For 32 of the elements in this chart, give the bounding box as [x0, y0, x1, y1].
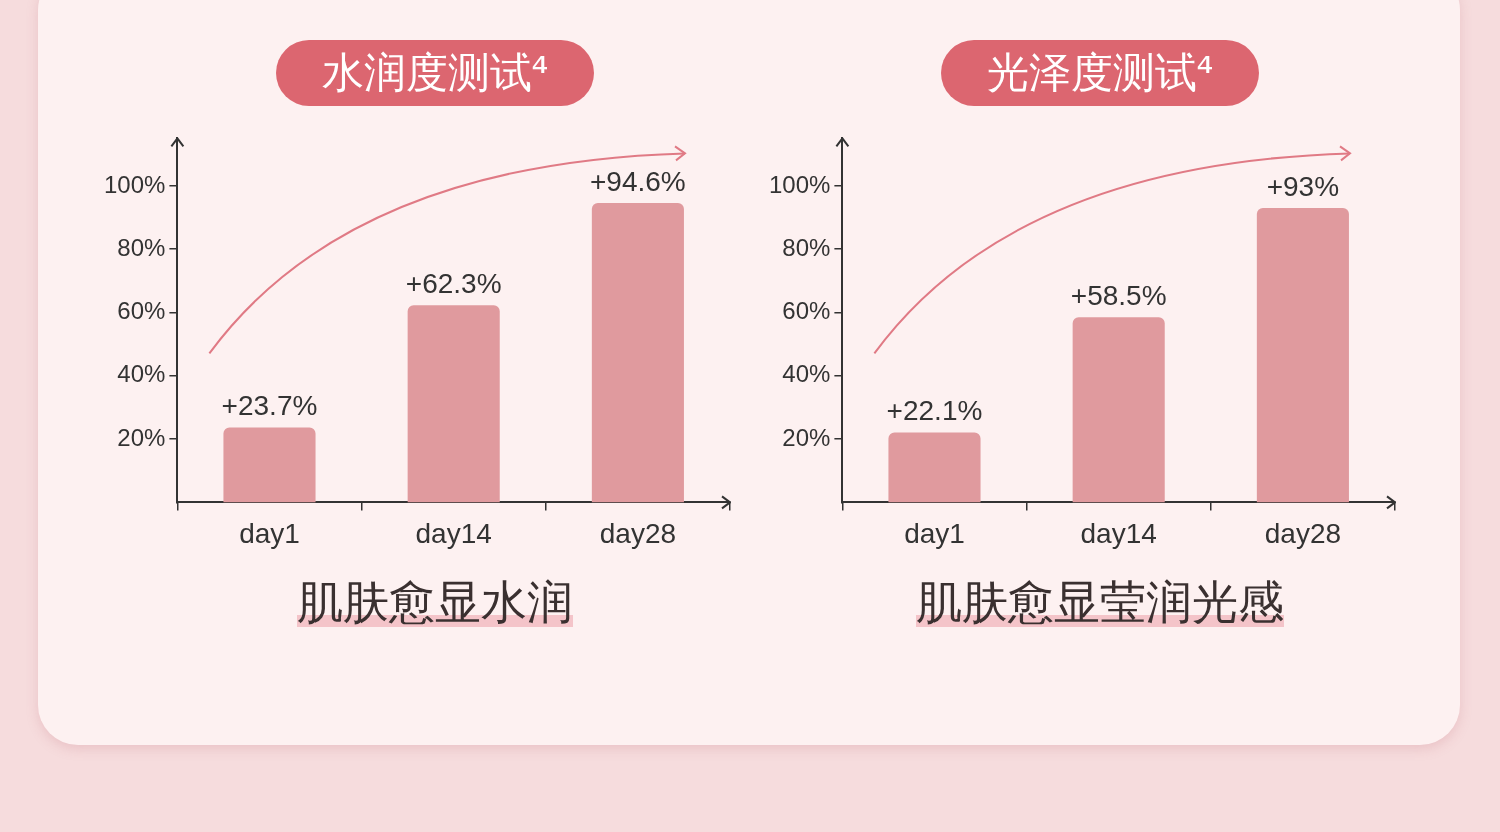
- bar: [407, 305, 500, 503]
- chart-title: 光泽度测试⁴: [940, 40, 1260, 106]
- data-label: +22.1%: [886, 395, 983, 427]
- data-label: +58.5%: [1070, 279, 1167, 311]
- data-label: +94.6%: [590, 165, 686, 197]
- x-tick-label: day14: [1080, 517, 1157, 549]
- y-tick-label: 100%: [103, 170, 166, 198]
- y-tick-label: 40%: [117, 360, 166, 388]
- x-axis-title: 肌肤愈显莹润光感: [916, 572, 1284, 634]
- bar: [888, 432, 981, 503]
- bar: [1256, 208, 1349, 503]
- data-label: +23.7%: [221, 390, 318, 422]
- x-tick-label: day28: [1264, 517, 1342, 549]
- chart-title: 水润度测试⁴: [275, 40, 595, 106]
- y-tick-label: 80%: [117, 233, 166, 261]
- data-label: +93%: [1266, 170, 1340, 202]
- x-tick-label: day28: [599, 517, 677, 549]
- x-tick-label: day1: [239, 517, 300, 549]
- y-tick-label: 20%: [117, 423, 166, 451]
- bar: [223, 427, 316, 503]
- x-axis-title: 肌肤愈显水润: [297, 572, 573, 634]
- y-tick-label: 40%: [782, 360, 831, 388]
- x-tick-label: day1: [904, 517, 965, 549]
- bar: [1072, 317, 1165, 503]
- y-tick-label: 20%: [782, 423, 831, 451]
- y-tick-label: 80%: [782, 233, 831, 261]
- bar: [591, 202, 684, 503]
- y-tick-label: 60%: [117, 297, 166, 325]
- x-tick-label: day14: [415, 517, 492, 549]
- y-tick-label: 100%: [768, 170, 831, 198]
- y-tick-label: 60%: [782, 297, 831, 325]
- data-label: +62.3%: [405, 267, 502, 299]
